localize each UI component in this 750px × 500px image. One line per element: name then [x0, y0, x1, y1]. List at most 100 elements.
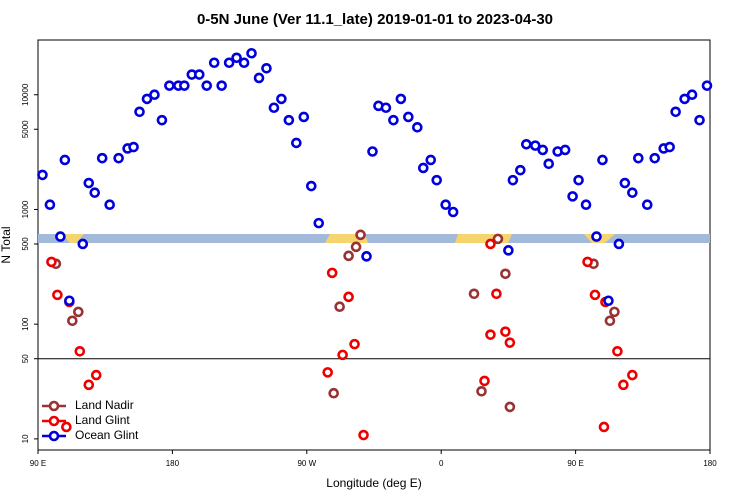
y-tick-label: 50 — [21, 354, 30, 363]
point — [582, 256, 593, 268]
legend-marker — [48, 415, 60, 427]
x-tick-label: 90 W — [297, 459, 316, 468]
point — [55, 231, 66, 242]
y-tick-label: 100 — [21, 317, 30, 331]
point — [134, 106, 145, 118]
point — [686, 89, 698, 101]
point — [479, 375, 490, 387]
point — [500, 268, 511, 280]
point — [337, 349, 348, 361]
point — [431, 174, 443, 186]
point — [113, 152, 124, 164]
point — [223, 57, 235, 69]
point — [313, 217, 325, 229]
x-tick-label: 180 — [166, 459, 180, 468]
point — [83, 379, 95, 391]
point — [193, 69, 205, 80]
point — [268, 102, 280, 114]
coverage-band — [38, 234, 710, 243]
legend-label: Land Glint — [75, 413, 130, 427]
point — [89, 187, 101, 198]
point — [388, 114, 399, 126]
band-ocean — [38, 234, 710, 243]
point — [664, 141, 675, 153]
band-land — [62, 234, 84, 243]
point — [559, 144, 571, 156]
legend-label: Land Nadir — [75, 398, 134, 412]
point — [64, 295, 75, 307]
point — [618, 379, 629, 391]
point — [492, 233, 504, 245]
point — [322, 367, 334, 378]
point — [543, 158, 555, 170]
point — [589, 289, 601, 301]
point — [201, 80, 213, 91]
point — [90, 369, 102, 381]
plot-frame — [37, 39, 711, 451]
point — [412, 122, 423, 133]
point — [350, 241, 362, 253]
y-tick-label: 1000 — [21, 200, 30, 218]
point — [573, 174, 584, 186]
point — [567, 191, 578, 202]
point — [358, 429, 369, 441]
point — [580, 199, 592, 211]
point — [627, 187, 638, 198]
band-land — [455, 234, 512, 243]
point — [128, 141, 139, 153]
point — [504, 337, 516, 348]
point — [468, 288, 480, 300]
point — [261, 62, 272, 74]
point — [246, 47, 257, 59]
point — [612, 346, 623, 357]
point — [603, 295, 614, 307]
point — [305, 180, 317, 192]
point — [694, 114, 705, 126]
point — [425, 154, 437, 166]
point — [491, 288, 502, 300]
point — [44, 199, 56, 211]
point — [641, 199, 653, 211]
point — [334, 301, 345, 312]
point — [164, 80, 175, 91]
point — [77, 238, 89, 250]
point — [253, 72, 265, 84]
point — [515, 164, 526, 176]
point — [349, 338, 360, 350]
point — [326, 267, 338, 279]
chart-title: 0-5N June (Ver 11.1_late) 2019-01-01 to … — [197, 11, 553, 28]
point — [83, 177, 95, 189]
point — [149, 89, 160, 101]
point — [500, 326, 511, 337]
legend-label: Ocean Glint — [75, 428, 139, 442]
point — [74, 346, 86, 357]
point — [417, 162, 429, 174]
point — [395, 93, 407, 105]
point — [291, 137, 302, 149]
point — [504, 401, 516, 413]
x-tick-label: 0 — [439, 459, 444, 468]
point — [529, 140, 541, 151]
point — [649, 152, 661, 164]
point — [367, 146, 378, 157]
x-axis-label: Longitude (deg E) — [326, 476, 421, 490]
point — [52, 289, 63, 301]
point — [156, 114, 168, 126]
point — [476, 385, 487, 397]
point — [447, 206, 459, 218]
point — [141, 93, 153, 105]
point — [61, 421, 72, 433]
point — [627, 369, 638, 381]
y-axis-label: N Total — [0, 226, 13, 263]
point — [619, 177, 631, 189]
point — [670, 106, 681, 118]
y-tick-label: 5000 — [21, 120, 30, 138]
point — [343, 291, 354, 303]
point — [216, 80, 227, 91]
point — [46, 256, 57, 268]
y-tick-label: 10 — [21, 434, 30, 443]
y-tick-label: 500 — [21, 237, 30, 251]
x-tick-label: 90 E — [30, 459, 46, 468]
